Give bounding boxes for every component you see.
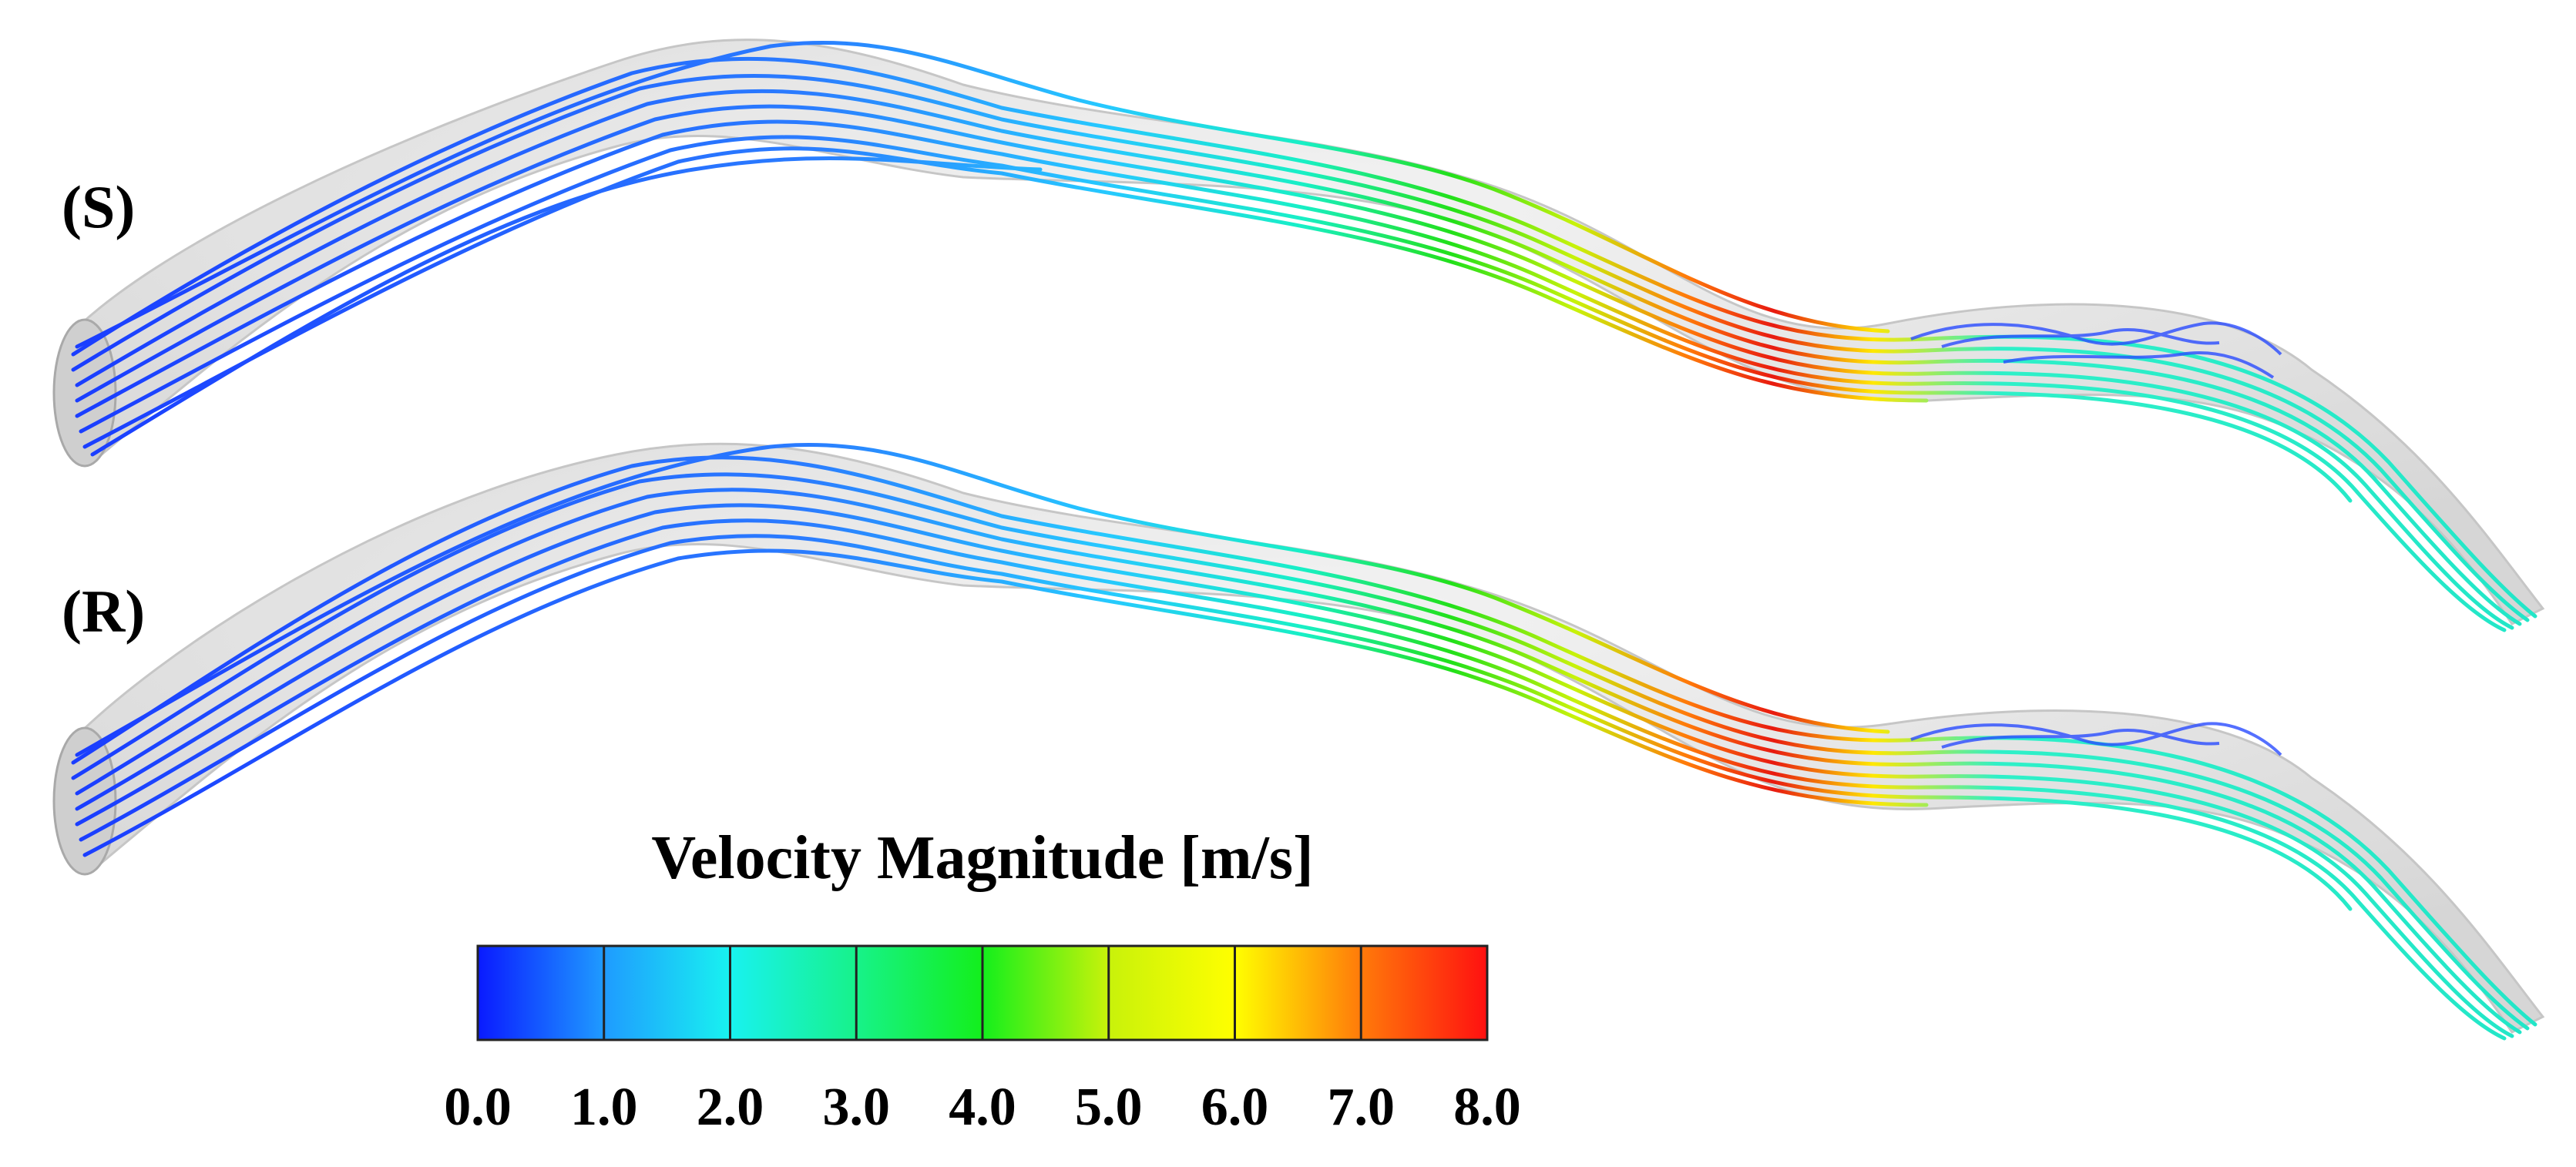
streamline [75,488,2522,1035]
recirculation-r [1910,722,2282,756]
streamline [71,56,2537,619]
streamline [82,146,1929,449]
streamlines-s [71,40,2537,632]
colorbar-ticks: 0.0 1.0 2.0 3.0 4.0 5.0 6.0 7.0 8.0 [444,1078,1521,1137]
colorbar-dividers [603,946,1362,1040]
colorbar-tick-label: 0.0 [444,1078,512,1137]
vortex-line [1910,722,2282,756]
colorbar-tick-label: 7.0 [1328,1078,1395,1137]
colorbar-tick-label: 8.0 [1453,1078,1521,1137]
panel-label-r: (R) [62,578,145,645]
vortex-line [1910,321,2282,356]
streamline [90,156,1043,457]
colorbar-tick-label: 4.0 [949,1078,1016,1137]
streamline [82,548,1929,857]
vortex-line [1941,728,2220,749]
colorbar-tick-label: 5.0 [1075,1078,1143,1137]
streamline [79,135,2353,503]
colorbar-tick-label: 2.0 [697,1078,764,1137]
panel-r: (R) [52,442,2545,1041]
colorbar-title: Velocity Magnitude [m/s] [651,824,1313,892]
recirculation-s [1910,321,2282,379]
streamline [71,455,2537,1027]
colorbar: Velocity Magnitude [m/s] 0.0 1.0 2.0 3.0 4.0… [444,824,1521,1137]
streamline [75,40,1890,349]
streamline [75,89,2522,626]
vortex-line [2003,351,2275,379]
colorbar-tick-label: 1.0 [570,1078,638,1137]
streamline [71,472,2530,1031]
inlet-cap-s [52,318,117,468]
streamlines-r [71,443,2537,1041]
streamline [75,119,2507,632]
colorbar-tick-label: 6.0 [1201,1078,1269,1137]
streamline [75,518,2507,1041]
panel-s: (S) [52,39,2545,632]
streamline [75,443,1890,757]
colorbar-tick-label: 3.0 [823,1078,891,1137]
streamline [79,534,2353,911]
panel-label-s: (S) [62,173,135,240]
streamline [71,73,2530,622]
vortex-line [1941,327,2220,348]
streamline [75,503,2514,1038]
streamline [75,104,2514,630]
